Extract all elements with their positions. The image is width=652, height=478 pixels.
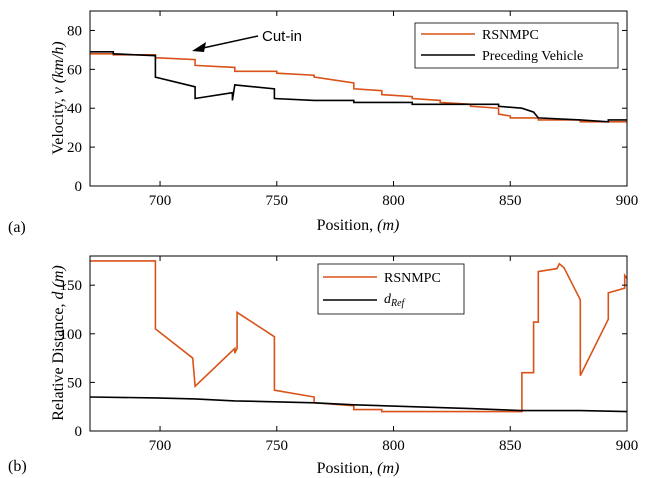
velocity-x-tick-label: 900 — [616, 193, 639, 209]
distance-x-tick-label: 700 — [149, 438, 172, 454]
cut-in-arrow-line — [202, 35, 259, 49]
distance-x-axis-label: Position, (m) — [317, 460, 400, 477]
distance-legend: RSNMPC dRef — [317, 263, 465, 315]
distance-x-tick-label: 800 — [382, 438, 405, 454]
velocity-series-line-rsnmpc — [90, 52, 627, 123]
velocity-series-line-preceding-vehicle — [90, 50, 627, 123]
velocity-legend: RSNMPC Preceding Vehicle — [414, 22, 619, 69]
distance-legend-box — [317, 263, 465, 315]
velocity-y-tick-label: 80 — [67, 23, 82, 39]
velocity-y-axis-label: Velocity, v (km/h) — [50, 41, 67, 154]
velocity-y-tick-label: 40 — [67, 101, 82, 117]
distance-y-tick-label: 150 — [60, 278, 83, 294]
distance-series-line-rsnmpc — [90, 260, 627, 413]
velocity-x-tick-label: 750 — [266, 193, 289, 209]
velocity-chart: 700 750 800 850 900 0 20 40 60 80 Position, (m) V… — [8, 10, 638, 236]
distance-legend-label-dref: dRef — [384, 292, 406, 309]
velocity-x-axis-label: Position, (m) — [317, 217, 400, 234]
velocity-legend-label-preceding: Preceding Vehicle — [482, 49, 583, 64]
distance-x-tick-label: 850 — [499, 438, 522, 454]
velocity-y-tick-label: 0 — [75, 179, 83, 195]
distance-x-tick-label: 900 — [616, 438, 639, 454]
velocity-legend-label-rsnmpc: RSNMPC — [482, 28, 539, 43]
distance-y-tick-label: 100 — [60, 327, 83, 343]
panel-label-b: (b) — [8, 458, 27, 475]
distance-plot-area — [90, 260, 627, 413]
distance-x-tick-label: 750 — [266, 438, 289, 454]
cut-in-arrow-head-icon — [192, 42, 206, 52]
velocity-y-tick-label: 60 — [67, 62, 82, 78]
distance-y-tick-label: 50 — [67, 375, 82, 391]
velocity-y-tick-label: 20 — [67, 140, 82, 156]
velocity-plot-frame — [89, 10, 628, 187]
cut-in-annotation: Cut-in — [192, 28, 302, 52]
velocity-x-tick-label: 700 — [149, 193, 172, 209]
distance-plot-frame — [89, 255, 628, 432]
distance-y-tick-label: 0 — [75, 424, 83, 440]
velocity-x-tick-label: 850 — [499, 193, 522, 209]
distance-y-axis-label: Relative Distance, d (m) — [50, 265, 67, 421]
distance-chart: 700 750 800 850 900 0 50 100 150 Position, (m) R… — [8, 255, 639, 477]
velocity-x-tick-label: 800 — [382, 193, 405, 209]
distance-series-line-d-ref — [90, 396, 627, 413]
distance-axis-ticks: 700 750 800 850 900 0 50 100 150 — [60, 256, 639, 454]
cut-in-label: Cut-in — [262, 28, 302, 45]
velocity-legend-box — [414, 22, 619, 69]
velocity-plot-area — [90, 50, 627, 123]
velocity-axis-ticks: 700 750 800 850 900 0 20 40 60 80 — [67, 11, 638, 209]
distance-legend-label-rsnmpc: RSNMPC — [384, 271, 441, 286]
panel-label-a: (a) — [8, 219, 26, 236]
